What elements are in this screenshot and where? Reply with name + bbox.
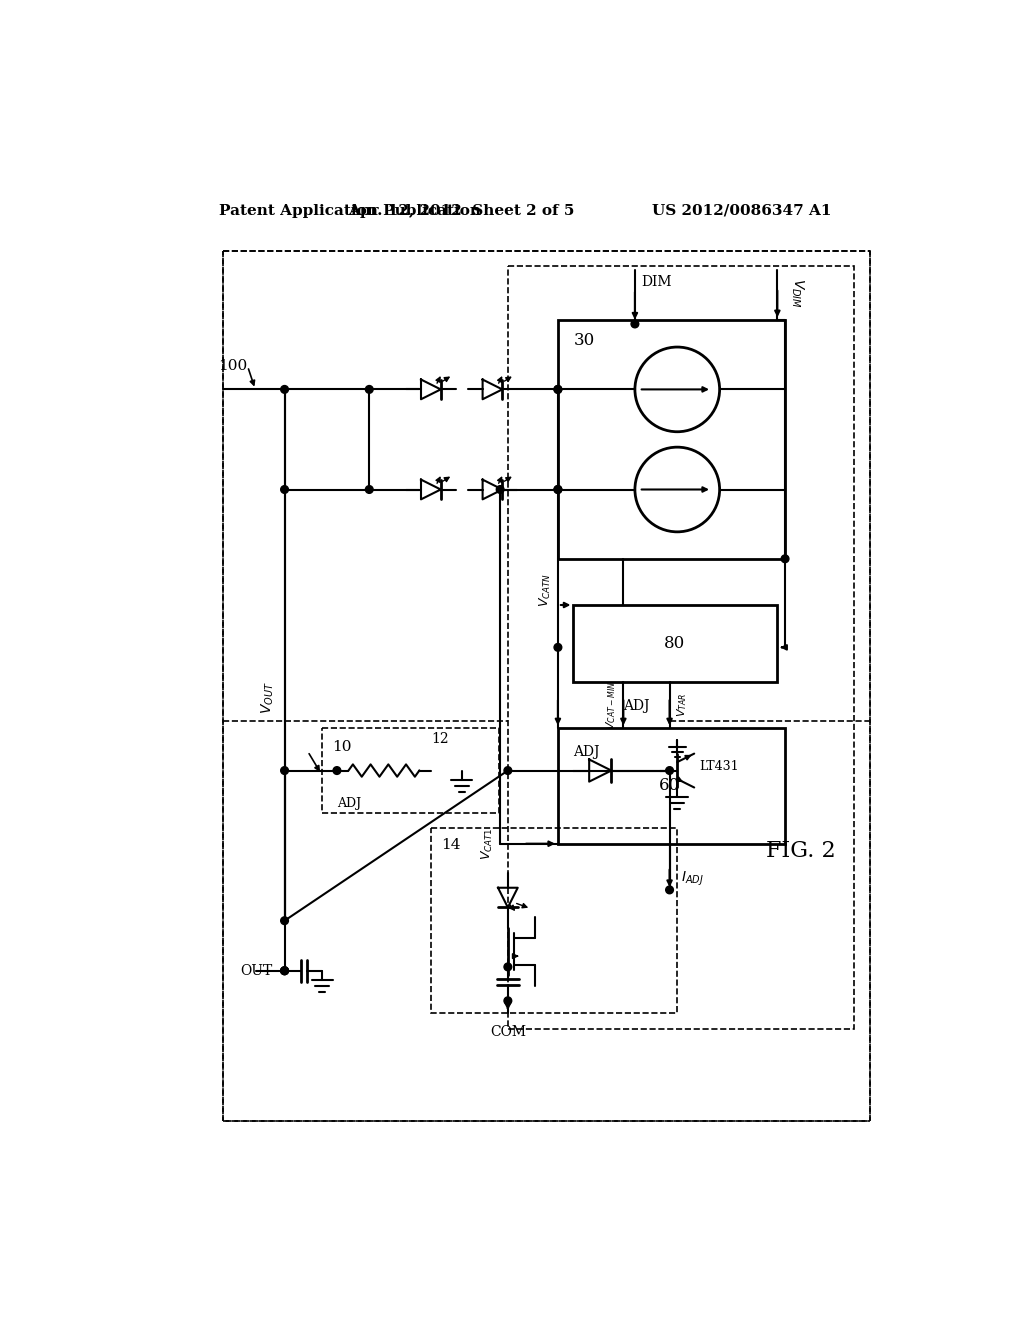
Circle shape: [333, 767, 341, 775]
Text: US 2012/0086347 A1: US 2012/0086347 A1: [651, 203, 831, 218]
Bar: [322, 729, 499, 813]
Circle shape: [666, 886, 674, 894]
Text: $V_{CAT1}$: $V_{CAT1}$: [479, 828, 495, 861]
Circle shape: [554, 644, 562, 651]
Text: 80: 80: [665, 635, 686, 652]
Text: DIM: DIM: [641, 275, 672, 289]
Text: ADJ: ADJ: [624, 698, 650, 713]
Bar: [573, 605, 777, 682]
Circle shape: [281, 486, 289, 494]
Text: LT431: LT431: [698, 760, 738, 774]
Circle shape: [666, 767, 674, 775]
Circle shape: [366, 385, 373, 393]
Text: 12: 12: [431, 731, 449, 746]
Text: COM: COM: [489, 1024, 526, 1039]
Text: $V_{CATN}$: $V_{CATN}$: [538, 573, 553, 607]
Circle shape: [554, 385, 562, 393]
Circle shape: [281, 966, 289, 974]
Circle shape: [281, 767, 289, 775]
Circle shape: [504, 964, 512, 970]
Circle shape: [497, 486, 504, 494]
Bar: [431, 829, 677, 1014]
Text: 30: 30: [573, 331, 595, 348]
Circle shape: [635, 447, 720, 532]
Circle shape: [504, 997, 512, 1005]
Circle shape: [781, 554, 788, 562]
Text: 60: 60: [659, 777, 680, 795]
Circle shape: [281, 917, 289, 924]
Text: FIG. 2: FIG. 2: [766, 841, 836, 862]
Circle shape: [554, 385, 562, 393]
Text: OUT: OUT: [240, 964, 272, 978]
Text: $I_{ADJ}$: $I_{ADJ}$: [681, 869, 703, 887]
Bar: [223, 251, 869, 1121]
Text: 10: 10: [333, 739, 352, 754]
Text: $V_{OUT}$: $V_{OUT}$: [259, 681, 275, 714]
Bar: [558, 321, 785, 558]
Text: 14: 14: [441, 838, 461, 853]
Circle shape: [281, 966, 289, 974]
Circle shape: [631, 321, 639, 327]
Text: $V_{TAR}$: $V_{TAR}$: [675, 693, 689, 717]
Circle shape: [554, 486, 562, 494]
Bar: [558, 729, 785, 843]
Circle shape: [635, 347, 720, 432]
Text: ADJ: ADJ: [573, 744, 600, 759]
Bar: [508, 267, 854, 1028]
Circle shape: [554, 486, 562, 494]
Circle shape: [504, 767, 512, 775]
Circle shape: [281, 385, 289, 393]
Text: $V_{CAT-MIN}$: $V_{CAT-MIN}$: [604, 680, 617, 730]
Text: ADJ: ADJ: [337, 797, 361, 810]
Text: $V_{DIM}$: $V_{DIM}$: [788, 279, 805, 308]
Text: Patent Application Publication: Patent Application Publication: [219, 203, 481, 218]
Circle shape: [366, 486, 373, 494]
Circle shape: [281, 966, 289, 974]
Text: Apr. 12, 2012  Sheet 2 of 5: Apr. 12, 2012 Sheet 2 of 5: [348, 203, 574, 218]
Text: 100: 100: [218, 359, 248, 374]
